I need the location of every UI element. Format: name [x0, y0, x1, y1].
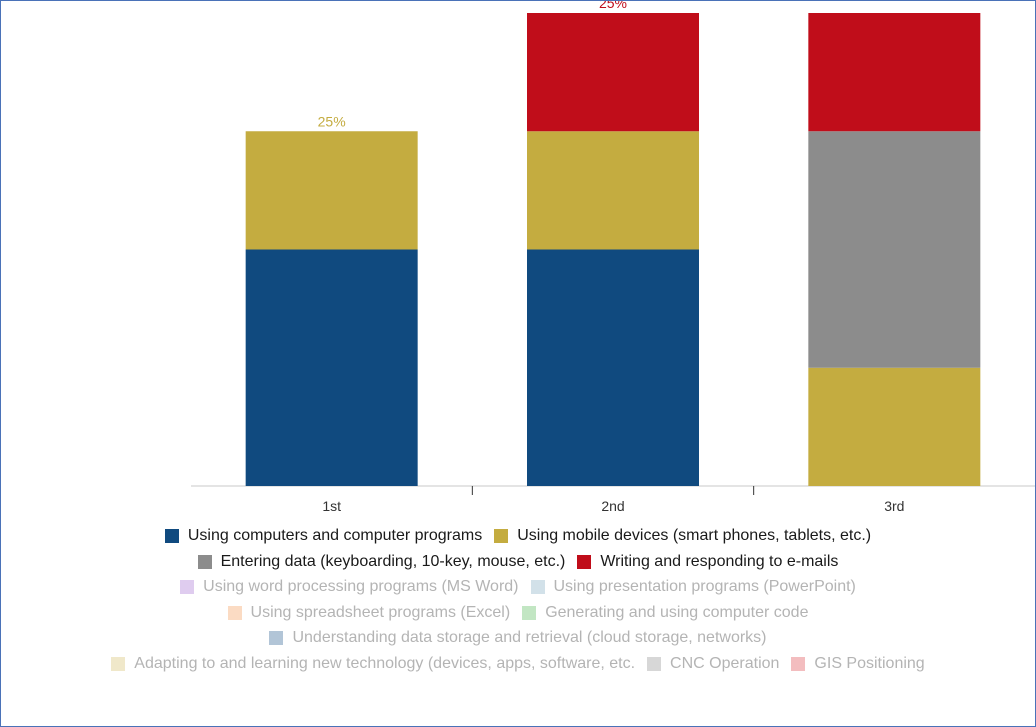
x-tick-label: 2nd — [601, 498, 624, 514]
legend-item[interactable]: Writing and responding to e-mails — [577, 553, 838, 571]
x-tick-label: 3rd — [884, 498, 904, 514]
bar-segment — [808, 367, 981, 486]
legend-item[interactable]: Generating and using computer code — [522, 604, 808, 622]
legend-swatch — [164, 529, 179, 543]
legend-row: Using word processing programs (MS Word)… — [1, 576, 1035, 598]
bar-segment — [808, 13, 981, 132]
legend-swatch — [522, 605, 537, 620]
bar-segment — [527, 13, 699, 132]
legend-item[interactable]: CNC Operation — [647, 655, 779, 673]
legend-swatch — [791, 657, 806, 671]
legend-label: Understanding data storage and retrieval… — [292, 629, 767, 647]
legend-label: Using word processing programs (MS Word) — [203, 578, 519, 596]
data-label: 25% — [318, 113, 346, 129]
legend-swatch — [227, 605, 242, 620]
bar-segment — [527, 131, 699, 250]
legend-swatch — [494, 529, 509, 543]
legend-label: Using computers and computer programs — [187, 527, 483, 544]
legend-swatch — [269, 631, 284, 646]
legend-item[interactable]: Understanding data storage and retrieval… — [269, 629, 767, 647]
legend-swatch — [180, 580, 195, 595]
legend-label: GIS Positioning — [814, 655, 925, 672]
legend-label: Entering data (keyboarding, 10-key, mous… — [220, 552, 566, 570]
legend-swatch — [111, 657, 126, 671]
legend-swatch — [197, 554, 212, 569]
legend-label: Using spreadsheet programs (Excel) — [250, 603, 511, 621]
legend-item[interactable]: Using presentation programs (PowerPoint) — [530, 578, 856, 596]
legend-item[interactable]: Entering data (keyboarding, 10-key, mous… — [197, 552, 566, 571]
legend-label: Using mobile devices (smart phones, tabl… — [517, 527, 872, 544]
legend-item[interactable]: Using word processing programs (MS Word) — [180, 578, 519, 596]
stacked-bar-chart: 50%25%1st50%25%25%2nd25%50%3rd — [191, 1, 1035, 514]
bar-segment — [245, 249, 418, 486]
legend-item[interactable]: GIS Positioning — [791, 655, 925, 673]
x-tick-label: 1st — [322, 498, 341, 514]
legend-label: CNC Operation — [670, 655, 780, 672]
legend-item[interactable]: Adapting to and learning new technology … — [111, 655, 635, 673]
legend-label: Using presentation programs (PowerPoint) — [553, 578, 856, 596]
legend-row: Entering data (keyboarding, 10-key, mous… — [1, 551, 1035, 573]
legend-label: Generating and using computer code — [545, 603, 809, 621]
legend-swatch — [647, 657, 662, 671]
legend-row: Using spreadsheet programs (Excel) Genera… — [1, 602, 1035, 624]
legend-item[interactable]: Using computers and computer programs — [164, 527, 483, 545]
legend-row: Understanding data storage and retrieval… — [1, 627, 1035, 649]
data-label: 25% — [599, 1, 627, 11]
bar-segment — [527, 249, 699, 486]
legend-item[interactable]: Using spreadsheet programs (Excel) — [227, 603, 511, 622]
legend-row: Adapting to and learning new technology … — [1, 653, 1035, 675]
legend-item[interactable]: Using mobile devices (smart phones, tabl… — [494, 527, 871, 545]
bar-segment — [245, 131, 418, 250]
legend-label: Adapting to and learning new technology … — [134, 655, 636, 672]
bar-segment — [808, 131, 981, 368]
legend-swatch — [577, 554, 592, 569]
legend-swatch — [530, 580, 545, 595]
legend-label: Writing and responding to e-mails — [600, 552, 839, 570]
legend-row: Using computers and computer programs Usi… — [1, 525, 1035, 547]
